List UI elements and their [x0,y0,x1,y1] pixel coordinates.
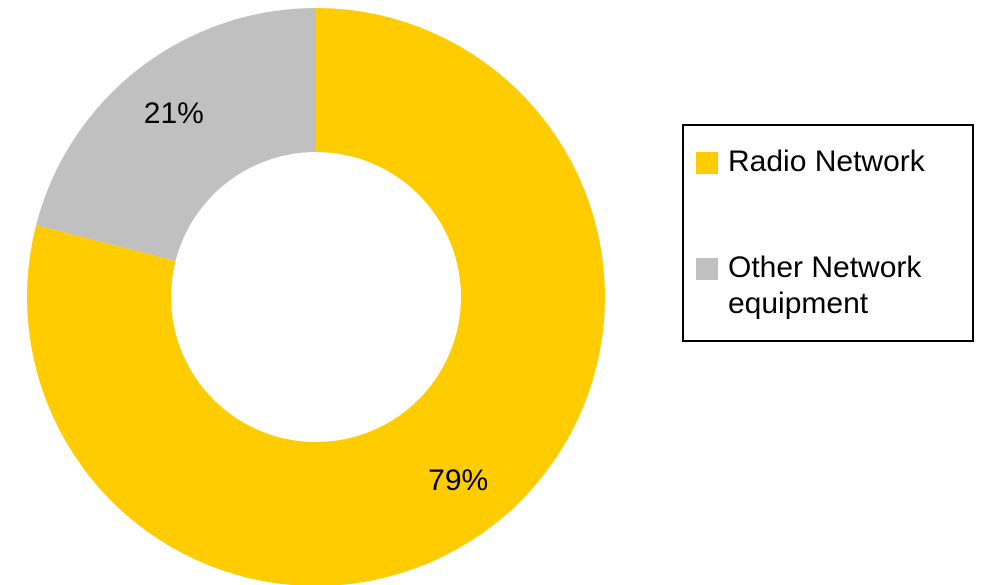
slice-other-network-equipment [36,8,316,261]
donut-slices [27,8,605,585]
data-label-radio-network: 79% [428,464,488,497]
legend-label-radio-network: Radio Network [728,145,925,178]
legend-swatch-radio-network [696,152,718,174]
chart-legend: Radio Network Other Network equipment [682,124,974,342]
legend-label-other-network-equipment: Other Network equipment [728,251,922,320]
legend-swatch-other-network-equipment [696,258,718,280]
legend-item-radio-network: Radio Network [696,144,968,180]
slice-radio-network [27,8,605,585]
donut-data-labels: 79% 21% [144,97,488,497]
legend-item-other-network-equipment: Other Network equipment [696,250,968,322]
data-label-other-network-equipment: 21% [144,97,204,130]
